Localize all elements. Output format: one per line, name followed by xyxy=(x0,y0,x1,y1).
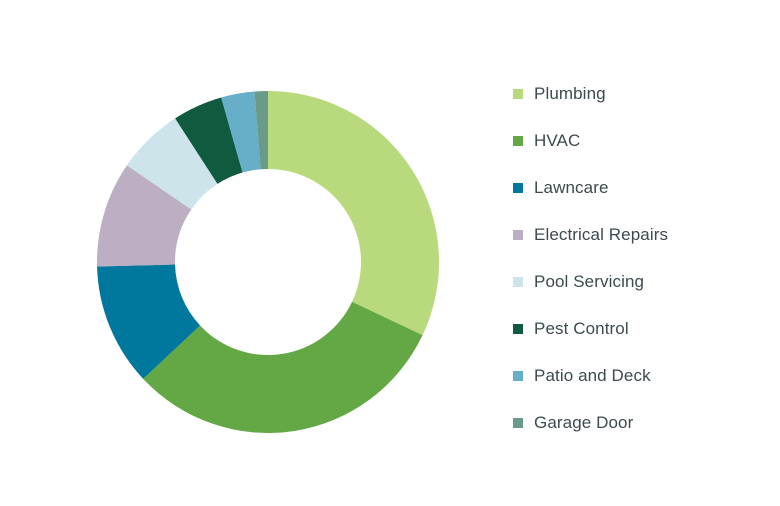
slice-pest-control xyxy=(175,97,243,184)
slice-garage-door xyxy=(254,91,268,170)
legend-item-pool-servicing: Pool Servicing xyxy=(513,258,668,305)
chart-legend: Plumbing HVAC Lawncare Electrical Repairs Po… xyxy=(513,70,668,446)
legend-item-pest-control: Pest Control xyxy=(513,305,668,352)
slice-pool-servicing xyxy=(126,118,218,210)
legend-swatch-pest-control xyxy=(513,323,523,334)
legend-swatch-plumbing xyxy=(513,88,523,99)
slice-electrical-repairs xyxy=(97,165,192,267)
legend-swatch-lawncare xyxy=(513,182,523,193)
legend-item-patio-and-deck: Patio and Deck xyxy=(513,352,668,399)
legend-item-electrical-repairs: Electrical Repairs xyxy=(513,211,668,258)
legend-label-pool-servicing: Pool Servicing xyxy=(534,271,645,291)
slice-lawncare xyxy=(97,264,201,379)
legend-label-lawncare: Lawncare xyxy=(534,177,609,197)
slice-hvac xyxy=(143,301,423,434)
legend-label-garage-door: Garage Door xyxy=(534,412,634,432)
legend-item-garage-door: Garage Door xyxy=(513,399,668,446)
legend-label-pest-control: Pest Control xyxy=(534,318,629,338)
legend-item-plumbing: Plumbing xyxy=(513,70,668,117)
legend-label-hvac: HVAC xyxy=(534,130,581,150)
legend-item-lawncare: Lawncare xyxy=(513,164,668,211)
legend-swatch-hvac xyxy=(513,135,523,146)
donut-slices xyxy=(97,91,440,434)
slice-plumbing xyxy=(268,91,440,336)
legend-swatch-garage-door xyxy=(513,417,523,428)
slice-patio-and-deck xyxy=(221,91,261,173)
legend-label-patio-and-deck: Patio and Deck xyxy=(534,365,651,385)
legend-item-hvac: HVAC xyxy=(513,117,668,164)
legend-swatch-electrical-repairs xyxy=(513,229,523,240)
legend-swatch-patio-and-deck xyxy=(513,370,523,381)
legend-label-electrical-repairs: Electrical Repairs xyxy=(534,224,669,244)
legend-label-plumbing: Plumbing xyxy=(534,83,606,103)
legend-swatch-pool-servicing xyxy=(513,276,523,287)
